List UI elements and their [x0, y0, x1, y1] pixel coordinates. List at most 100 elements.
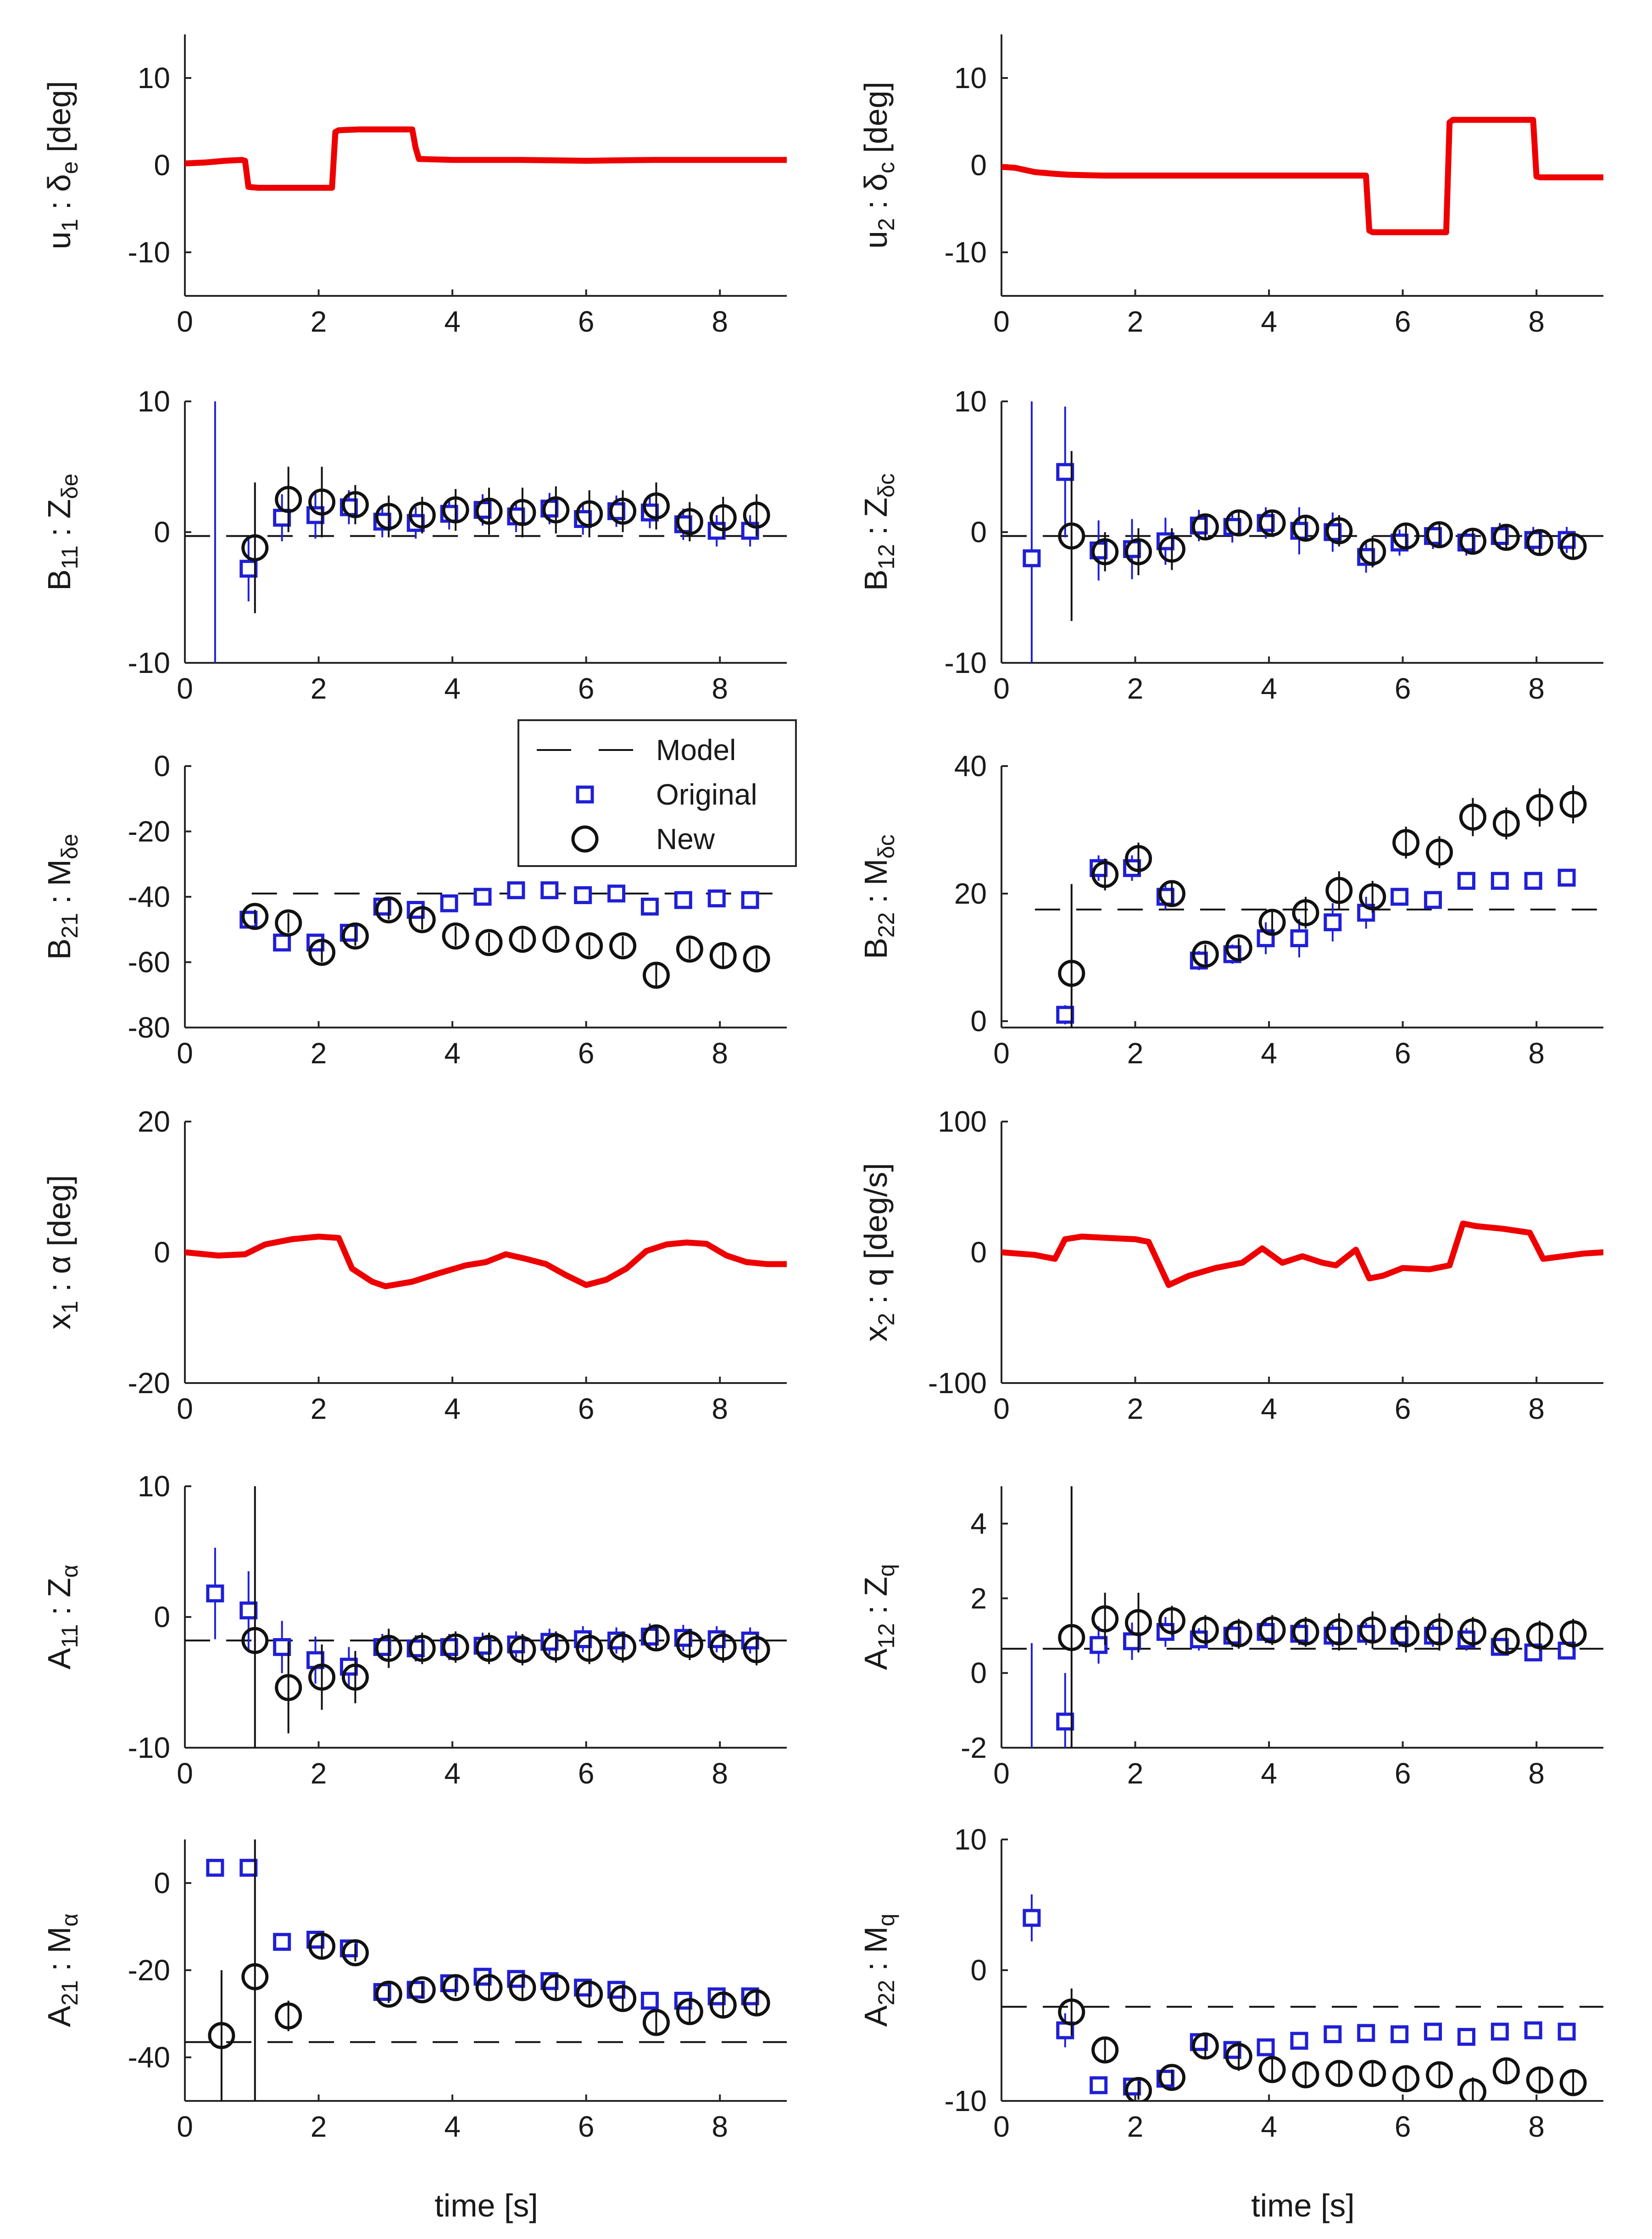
x-tick-label: 6	[578, 672, 595, 705]
x-tick-label: 2	[1127, 2110, 1144, 2143]
y-axis-label: A22​ : Mq​	[858, 1914, 899, 2027]
plot-area	[185, 1839, 787, 2101]
x-tick-label: 0	[993, 672, 1010, 705]
x-tick-label: 2	[311, 1392, 327, 1425]
x-tick-label: 0	[993, 1037, 1010, 1070]
x-tick-label: 8	[1528, 2110, 1545, 2143]
y-tick-label: 0	[970, 149, 987, 182]
original-point	[1491, 872, 1509, 890]
y-tick-label: 0	[154, 516, 170, 549]
x-tick-label: 2	[1127, 672, 1144, 705]
x-tick-label: 4	[1261, 2110, 1277, 2143]
x-tick-label: 8	[712, 305, 728, 338]
new-point	[275, 2002, 302, 2030]
x-tick-label: 2	[311, 1037, 327, 1070]
x-tick-label: 4	[444, 672, 461, 705]
new-point	[542, 1974, 570, 2001]
x-tick-label: 2	[311, 672, 327, 705]
panel-u1: 0 2 4 6 8 -10 0 10 u1​ : δe​ [deg]	[41, 34, 787, 338]
new-point	[743, 1989, 770, 2017]
new-point	[1459, 1618, 1486, 1646]
new-point	[1058, 1998, 1085, 2026]
original-point	[1557, 2022, 1576, 2041]
new-point	[1325, 877, 1353, 904]
y-tick-label: 10	[954, 385, 987, 418]
original-point	[1557, 868, 1576, 887]
original-point	[1023, 1909, 1041, 1927]
new-point	[1292, 1618, 1319, 1646]
original-point	[1056, 463, 1074, 481]
new-point	[642, 2009, 670, 2036]
new-point	[1158, 880, 1185, 907]
new-point	[609, 1985, 637, 2012]
new-point	[1125, 2077, 1152, 2101]
new-point	[1091, 1605, 1119, 1633]
new-point	[576, 932, 603, 960]
x-tick-label: 2	[1127, 1037, 1144, 1070]
x-tick-label: 4	[1261, 672, 1277, 705]
new-point	[1459, 2078, 1486, 2101]
original-point	[1123, 1632, 1141, 1650]
plot-area	[185, 1233, 787, 1289]
original-point	[1023, 549, 1041, 567]
new-point	[676, 1998, 703, 2025]
x-tick-label: 8	[1528, 1037, 1545, 1070]
y-tick-label: 10	[138, 1470, 170, 1503]
new-point	[1091, 861, 1119, 888]
new-point	[1526, 794, 1553, 821]
new-point	[408, 1976, 436, 2004]
x-tick-label: 2	[1127, 1392, 1144, 1425]
y-tick-label: -100	[928, 1367, 987, 1400]
original-point	[1090, 2076, 1108, 2095]
plot-area	[185, 401, 787, 663]
original-point	[1424, 2022, 1442, 2041]
x-tick-label: 8	[1528, 305, 1545, 338]
legend: Model Original New	[517, 719, 797, 867]
new-point	[1559, 1620, 1587, 1648]
new-point	[1359, 538, 1386, 566]
new-point	[241, 1963, 269, 1990]
original-point	[1324, 913, 1342, 932]
new-point	[743, 501, 770, 529]
y-tick-label: -10	[128, 1731, 171, 1764]
y-tick-label: 0	[970, 516, 987, 549]
x-tick-label: 6	[578, 1757, 595, 1790]
y-tick-label: 0	[154, 1600, 170, 1633]
y-axis-label: B11​ : Zδe​	[41, 473, 83, 590]
original-point	[273, 933, 291, 952]
new-point	[241, 903, 269, 930]
x-tick-label: 0	[993, 305, 1010, 338]
new-point	[1158, 1607, 1185, 1634]
x-tick-label: 6	[578, 1392, 595, 1425]
new-point	[341, 922, 369, 950]
new-point	[542, 496, 570, 524]
new-point	[1158, 2064, 1185, 2091]
new-point	[1459, 528, 1486, 555]
original-point	[574, 886, 592, 904]
original-point	[1056, 1006, 1074, 1024]
plot-area	[1001, 117, 1603, 235]
x-tick-label: 6	[578, 305, 595, 338]
new-point	[609, 932, 637, 960]
panel-B21: 0 2 4 6 8 -80 -60 -40 -20 0 B21​ : Mδe​	[41, 750, 787, 1070]
series-line-x2	[1001, 1220, 1603, 1288]
xlabel-left: time [s]	[434, 2188, 538, 2223]
legend-box	[517, 719, 797, 867]
y-tick-label: 0	[154, 149, 170, 182]
new-point	[1526, 1622, 1553, 1650]
original-point	[1357, 2024, 1375, 2042]
new-point	[1492, 2057, 1520, 2084]
original-point	[239, 1859, 258, 1877]
y-axis-label: A11​ : Zα​	[41, 1565, 83, 1670]
original-point	[273, 1933, 291, 1951]
x-tick-label: 0	[177, 1757, 193, 1790]
legend-label-model: Model	[656, 733, 736, 767]
new-point	[1392, 522, 1420, 550]
x-tick-label: 4	[444, 1037, 461, 1070]
y-tick-label: 0	[154, 1867, 170, 1900]
plot-area	[1001, 1894, 1603, 2101]
new-point	[1225, 2043, 1252, 2070]
new-point	[275, 486, 302, 513]
new-point	[475, 1974, 503, 2001]
